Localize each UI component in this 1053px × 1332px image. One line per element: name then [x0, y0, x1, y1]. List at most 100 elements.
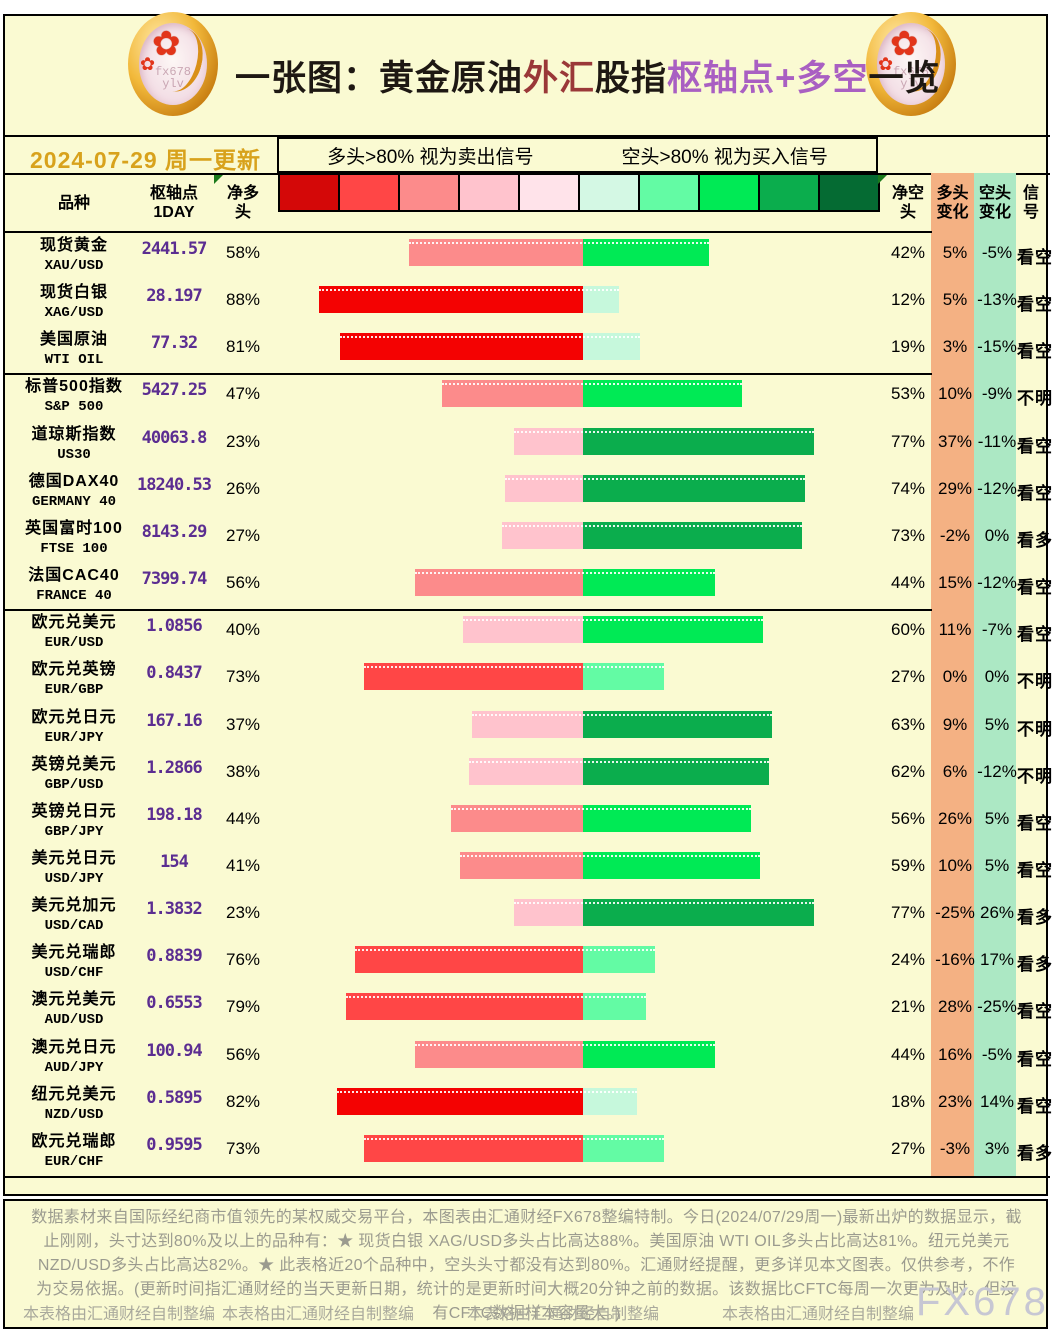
- scale-swatch: [280, 175, 340, 210]
- instrument-code: EUR/GBP: [44, 682, 104, 699]
- long-change-pct: 16%: [937, 1044, 973, 1064]
- table-row: 欧元兑瑞郎 EUR/CHF 0.9595 73% 27% -3% 3% 看多: [5, 1129, 1052, 1176]
- net-short-pct: 73%: [890, 525, 926, 545]
- net-long-pct: 81%: [225, 337, 261, 357]
- bar-dotted-line: [469, 760, 769, 763]
- signal-label: 不明: [1017, 766, 1053, 786]
- net-long-pct: 37%: [225, 714, 261, 734]
- instrument-code: EUR/JPY: [44, 729, 104, 746]
- net-long-pct: 26%: [225, 478, 261, 498]
- signal-label: 看空: [1017, 1096, 1053, 1116]
- col-header-net-long: 净多 头: [226, 185, 259, 221]
- table-row: 美国原油 WTI OIL 77.32 81% 19% 3% -15% 看空: [5, 327, 1052, 374]
- net-long-pct: 56%: [225, 573, 261, 593]
- pivot-value: 28.197: [146, 286, 202, 307]
- coin-face: [877, 23, 945, 105]
- instrument-cell: 德国DAX40 GERMANY 40: [11, 472, 137, 512]
- net-short-pct: 24%: [890, 950, 926, 970]
- signal-label: 看空: [1017, 1002, 1053, 1022]
- credit-text: 本表格由汇通财经自制整编: [23, 1306, 216, 1323]
- short-change-pct: 17%: [979, 950, 1015, 970]
- group-separator: [3, 373, 932, 376]
- instrument-cell: 现货白银 XAG/USD: [11, 283, 137, 323]
- instrument-name-cn: 现货白银: [39, 284, 108, 302]
- instrument-cell: 纽元兑美元 NZD/USD: [11, 1085, 137, 1125]
- pivot-value: 1.3832: [146, 899, 202, 920]
- signal-label: 不明: [1017, 672, 1053, 692]
- instrument-cell: 英镑兑美元 GBP/USD: [11, 755, 137, 795]
- long-change-pct: 26%: [937, 808, 973, 828]
- table-row: 澳元兑日元 AUD/JPY 100.94 56% 44% 16% -5% 看空: [5, 1035, 1052, 1082]
- signal-label: 看多: [1017, 955, 1053, 975]
- title-segment: 一张图：黄金原油: [235, 59, 524, 98]
- signal-label: 看多: [1017, 1143, 1053, 1163]
- sentiment-bar: [270, 233, 888, 280]
- instrument-name-cn: 澳元兑美元: [31, 991, 117, 1009]
- table-row: 英镑兑日元 GBP/JPY 198.18 44% 56% 26% 5% 看空: [5, 799, 1052, 846]
- bar-dotted-line: [451, 807, 751, 810]
- signal-label: 看空: [1017, 860, 1053, 880]
- signal-label: 看空: [1017, 483, 1053, 503]
- col-header-short-change: 空头 变化: [978, 185, 1011, 221]
- net-short-pct: 27%: [890, 667, 926, 687]
- table-row: 欧元兑英镑 EUR/GBP 0.8437 73% 27% 0% 0% 不明: [5, 657, 1052, 704]
- instrument-cell: 美元兑加元 USD/CAD: [11, 896, 137, 936]
- net-short-pct: 62%: [890, 761, 926, 781]
- instrument-code: EUR/USD: [44, 635, 104, 652]
- sentiment-bar: [270, 469, 888, 516]
- scale-swatch: [820, 175, 878, 210]
- short-change-pct: -5%: [981, 243, 1013, 262]
- net-short-pct: 60%: [890, 620, 926, 640]
- sentiment-bar: [270, 987, 888, 1034]
- instrument-cell: 现货黄金 XAU/USD: [11, 236, 137, 276]
- net-long-pct: 73%: [225, 667, 261, 687]
- group-separator: [3, 609, 932, 612]
- instrument-cell: 美国原油 WTI OIL: [11, 330, 137, 370]
- credit-text: 本表格由汇通财经自制整编: [222, 1306, 415, 1323]
- short-change-pct: -15%: [977, 337, 1017, 357]
- scale-swatch: [340, 175, 400, 210]
- net-short-pct: 42%: [890, 243, 926, 262]
- long-change-pct: 15%: [937, 573, 973, 593]
- long-change-pct: 5%: [942, 290, 968, 310]
- sentiment-bar: [270, 327, 888, 374]
- long-change-column-band: [931, 173, 974, 1177]
- instrument-cell: 澳元兑美元 AUD/USD: [11, 990, 137, 1030]
- scale-swatch: [760, 175, 820, 210]
- sentiment-bar: [270, 422, 888, 469]
- instrument-name-cn: 美国原油: [39, 331, 108, 349]
- short-change-pct: 5%: [984, 855, 1010, 875]
- sentiment-bar: [270, 705, 888, 752]
- instrument-name-cn: 美元兑瑞郎: [31, 944, 117, 962]
- long-change-pct: 9%: [942, 714, 968, 734]
- net-short-pct: 74%: [890, 478, 926, 498]
- pivot-value: 167.16: [146, 710, 202, 731]
- long-change-pct: 6%: [942, 761, 968, 781]
- instrument-name-cn: 道琼斯指数: [31, 425, 117, 443]
- net-long-pct: 23%: [225, 903, 261, 923]
- net-short-pct: 56%: [890, 808, 926, 828]
- net-long-pct: 44%: [225, 808, 261, 828]
- instrument-code: XAG/USD: [44, 305, 104, 322]
- bar-dotted-line: [415, 1043, 715, 1046]
- col-header-pivot: 枢轴点 1DAY: [149, 185, 198, 221]
- long-change-pct: 11%: [938, 620, 972, 640]
- sentiment-bar: [270, 1082, 888, 1129]
- net-short-pct: 59%: [890, 855, 926, 875]
- sentiment-bar: [270, 563, 888, 610]
- instrument-code: USD/JPY: [44, 870, 104, 887]
- pivot-value: 1.0856: [146, 616, 202, 637]
- table-row: 德国DAX40 GERMANY 40 18240.53 26% 74% 29% …: [5, 469, 1052, 516]
- net-short-pct: 27%: [890, 1138, 926, 1158]
- plum-flower-icon: ✿: [890, 25, 919, 63]
- instrument-cell: 澳元兑日元 AUD/JPY: [11, 1038, 137, 1078]
- signal-label: 看空: [1017, 342, 1053, 362]
- col-header-instrument: 品种: [57, 195, 90, 212]
- net-short-pct: 21%: [890, 997, 926, 1017]
- title-segment: 股指: [595, 59, 668, 98]
- net-long-pct: 47%: [225, 384, 261, 404]
- instrument-cell: 欧元兑日元 EUR/JPY: [11, 708, 137, 748]
- pivot-value: 0.5895: [146, 1087, 202, 1108]
- col-header-long-change: 多头 变化: [936, 185, 969, 221]
- long-change-pct: -3%: [939, 1138, 971, 1158]
